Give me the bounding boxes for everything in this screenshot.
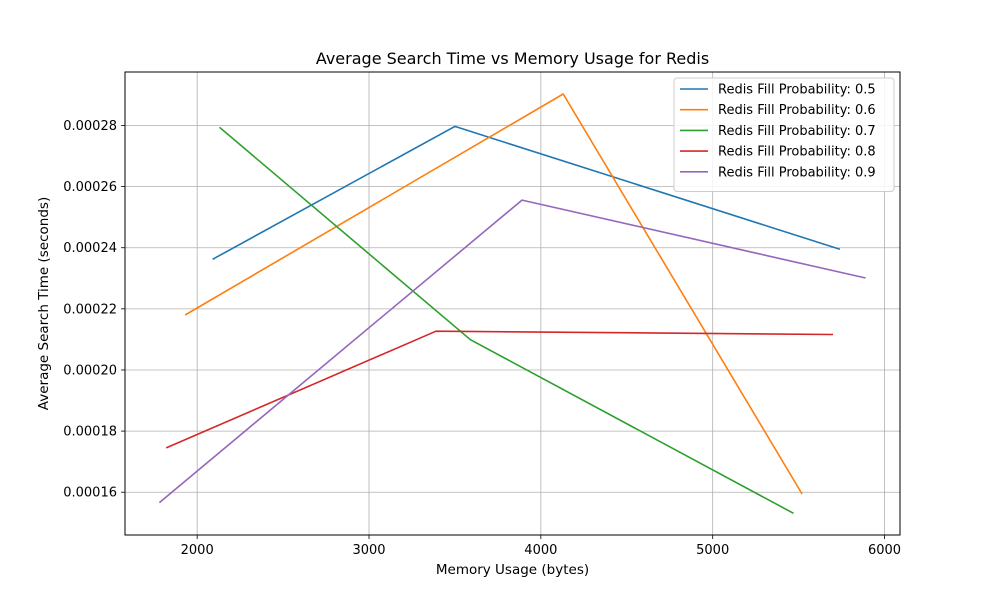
x-tick-label: 6000 (868, 543, 901, 558)
y-tick-label: 0.00018 (63, 425, 117, 440)
legend-label-3: Redis Fill Probability: 0.8 (718, 145, 876, 160)
series-layer (158, 93, 866, 515)
series-line-1 (184, 93, 803, 495)
x-tick-label: 5000 (696, 543, 729, 558)
legend-label-4: Redis Fill Probability: 0.9 (718, 165, 876, 180)
y-tick-label: 0.00016 (63, 486, 117, 501)
legend-label-0: Redis Fill Probability: 0.5 (718, 83, 876, 98)
y-tick-label: 0.00028 (63, 119, 117, 134)
tick-layer: 2000 3000 4000 5000 6000 0.00016 0.00018 0.0002… (63, 119, 901, 558)
series-line-4 (158, 199, 866, 504)
series-line-2 (218, 126, 794, 515)
series-line-0 (212, 125, 841, 261)
x-tick-label: 3000 (352, 543, 385, 558)
y-tick-label: 0.00022 (63, 302, 117, 317)
y-tick-label: 0.00026 (63, 180, 117, 195)
legend: Redis Fill Probability: 0.5 Redis Fill Pr… (673, 77, 895, 192)
x-tick-label: 4000 (524, 543, 557, 558)
legend-box (673, 77, 895, 192)
plot-frame (124, 71, 901, 536)
grid-layer (125, 72, 900, 535)
legend-label-2: Redis Fill Probability: 0.7 (718, 124, 876, 139)
y-axis-label: Average Search Time (seconds) (36, 197, 52, 410)
series-line-3 (165, 330, 834, 449)
x-axis-label: Memory Usage (bytes) (436, 562, 589, 578)
x-tick-label: 2000 (181, 543, 214, 558)
y-tick-label: 0.00024 (63, 241, 117, 256)
legend-label-1: Redis Fill Probability: 0.6 (718, 103, 876, 118)
chart-title: Average Search Time vs Memory Usage for … (316, 49, 709, 68)
y-tick-label: 0.00020 (63, 363, 117, 378)
